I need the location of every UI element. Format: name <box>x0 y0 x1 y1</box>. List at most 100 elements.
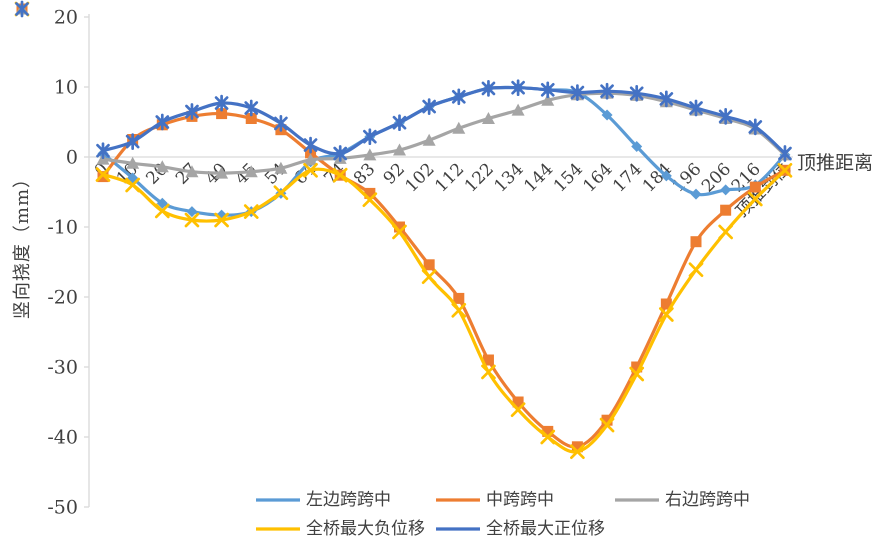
y-tick-label: -20 <box>47 287 78 309</box>
marker-star <box>629 84 644 102</box>
marker-star <box>748 118 763 136</box>
marker-star <box>392 114 407 132</box>
marker-diamond <box>720 184 732 196</box>
marker-square <box>690 236 702 248</box>
marker-star <box>333 145 348 162</box>
marker-triangle <box>481 112 495 124</box>
marker-square <box>631 361 643 373</box>
marker-x <box>243 204 259 219</box>
marker-x <box>718 224 733 240</box>
marker-x <box>332 167 348 183</box>
marker-x <box>629 366 645 382</box>
y-tick-label: -50 <box>47 497 78 519</box>
marker-square <box>660 298 672 310</box>
marker-triangle <box>244 165 258 178</box>
x-axis-title: 顶推距离 <box>797 152 874 174</box>
marker-x <box>599 417 615 433</box>
marker-square <box>97 171 109 183</box>
marker-x <box>125 177 140 193</box>
x-tick-label: 112 <box>431 159 468 196</box>
marker-square <box>601 414 613 426</box>
y-axis-title: 竖向挠度（mm） <box>12 168 33 320</box>
x-tick-label: 174 <box>609 159 646 196</box>
marker-x <box>777 162 793 178</box>
x-tick-label: 102 <box>402 159 439 196</box>
marker-square <box>571 441 583 453</box>
marker-triangle <box>304 153 318 166</box>
marker-star <box>155 113 170 131</box>
marker-x <box>214 212 229 228</box>
marker-x <box>688 262 704 278</box>
marker-diamond <box>601 109 613 121</box>
marker-diamond <box>660 170 672 182</box>
marker-square <box>245 113 257 124</box>
marker-star <box>185 103 199 120</box>
x-tick-label: 164 <box>579 159 616 196</box>
marker-star <box>481 80 496 97</box>
marker-star <box>570 84 585 101</box>
series-line-1 <box>101 111 787 449</box>
marker-triangle <box>274 161 288 174</box>
marker-star <box>274 115 288 132</box>
marker-x <box>481 364 496 380</box>
x-tick-label: 144 <box>520 159 557 196</box>
marker-square <box>512 396 524 408</box>
marker-x <box>273 185 289 201</box>
marker-star <box>244 99 259 117</box>
marker-star <box>511 79 525 97</box>
marker-x <box>747 191 763 207</box>
marker-star <box>451 88 466 106</box>
x-tick-label: 27 <box>172 159 201 188</box>
marker-square <box>749 181 761 193</box>
marker-triangle <box>393 143 406 156</box>
marker-triangle <box>511 103 525 116</box>
marker-star <box>778 145 792 162</box>
marker-x <box>540 429 556 445</box>
marker-diamond <box>690 188 702 200</box>
marker-square <box>453 292 465 304</box>
marker-star <box>718 108 733 125</box>
y-tick-label: -10 <box>47 217 78 239</box>
marker-star <box>363 128 377 146</box>
marker-square <box>423 259 435 271</box>
marker-star <box>689 99 703 117</box>
y-tick-label: 10 <box>54 77 78 99</box>
marker-star <box>600 82 614 100</box>
marker-star <box>96 142 110 160</box>
marker-x <box>95 167 111 182</box>
marker-x <box>451 302 467 318</box>
marker-star <box>125 133 140 150</box>
marker-square <box>542 425 554 437</box>
marker-x <box>362 192 378 208</box>
series-line-3 <box>101 167 787 454</box>
marker-x <box>184 212 200 228</box>
marker-diamond <box>156 197 168 209</box>
marker-x <box>392 224 407 240</box>
marker-star <box>303 136 318 154</box>
marker-triangle <box>185 165 199 178</box>
marker-triangle <box>155 160 169 173</box>
marker-square <box>482 354 494 366</box>
marker-square <box>216 108 228 120</box>
marker-x <box>154 203 170 219</box>
marker-square <box>394 221 405 233</box>
marker-star <box>214 94 229 112</box>
marker-star <box>15 0 29 18</box>
marker-square <box>364 187 376 199</box>
marker-star <box>659 90 674 108</box>
marker-triangle <box>363 148 377 161</box>
marker-triangle <box>215 166 229 179</box>
x-tick-label: 122 <box>461 159 498 196</box>
x-tick-label: 154 <box>550 159 587 196</box>
y-tick-label: -30 <box>47 357 78 379</box>
marker-triangle <box>126 156 140 169</box>
marker-diamond <box>186 206 198 218</box>
marker-triangle <box>422 133 436 146</box>
series-line-4 <box>101 85 787 156</box>
x-tick-label: 54 <box>261 159 290 188</box>
marker-x <box>303 162 318 178</box>
marker-star <box>540 81 555 99</box>
marker-star <box>422 98 436 115</box>
marker-triangle <box>541 93 555 106</box>
